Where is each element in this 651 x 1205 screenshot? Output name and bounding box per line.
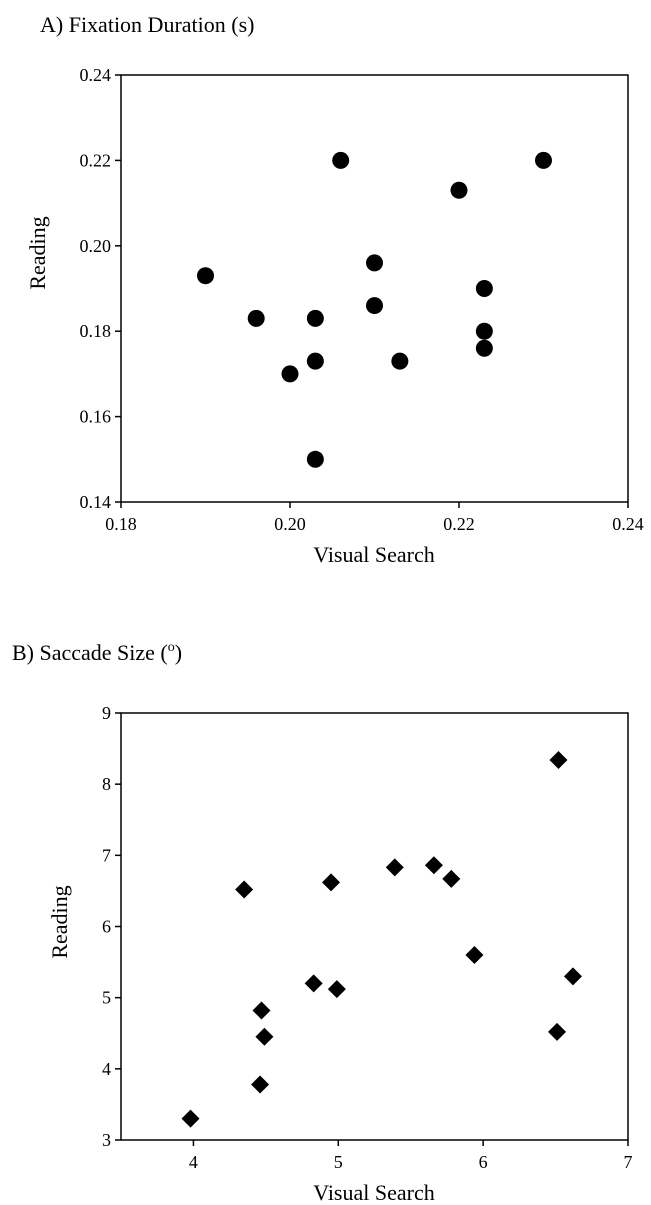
panel-b-title-degree: o <box>168 640 175 655</box>
panel-a-data-point <box>475 280 493 297</box>
panel-a-data-point <box>366 254 383 272</box>
panel-b-x-axis-label: Visual Search <box>313 1180 434 1205</box>
panel-b-y-tick-label: 9 <box>102 703 111 723</box>
panel-b-title-prefix: B) Saccade Size ( <box>12 640 168 665</box>
panel-a-data-point <box>450 181 468 199</box>
panel-b-y-tick-label: 6 <box>102 917 111 937</box>
panel-a-data-point <box>247 309 265 327</box>
panel-b-data-point <box>442 869 461 888</box>
panel-b-x-tick-label: 7 <box>624 1152 633 1172</box>
panel-b-y-tick-label: 7 <box>102 845 111 865</box>
panel-b-y-axis: 3 4 5 6 7 8 9 <box>102 703 121 1150</box>
panel-b-data-point <box>385 858 404 877</box>
panel-a-x-tick-label: 0.24 <box>612 514 644 534</box>
panel-b-data-point <box>252 1001 271 1020</box>
panel-b-data-point <box>181 1109 200 1128</box>
panel-a-data-point <box>306 450 324 468</box>
panel-a-data-points <box>197 151 552 468</box>
panel-a-data-point <box>306 309 324 327</box>
panel-b-y-tick-label: 5 <box>102 988 111 1008</box>
panel-b-title: B) Saccade Size (o) <box>12 640 182 665</box>
panel-b-data-points <box>181 750 582 1128</box>
panel-a-x-axis: 0.18 0.20 0.22 0.24 <box>105 502 644 534</box>
panel-a-plot-frame <box>120 74 629 503</box>
panel-a-data-point <box>535 151 552 169</box>
panel-a-y-axis-label: Reading <box>25 216 50 289</box>
panel-b-y-tick-label: 4 <box>102 1059 111 1079</box>
panel-a-data-point <box>332 151 350 169</box>
panel-a-x-tick-label: 0.22 <box>443 514 475 534</box>
panel-b-data-point <box>322 873 341 892</box>
panel-a-y-tick-label: 0.14 <box>80 492 112 512</box>
panel-b-data-point <box>327 980 346 999</box>
panel-b-y-tick-label: 8 <box>102 774 111 794</box>
panel-b-data-point <box>563 967 582 986</box>
panel-b-plot-frame <box>120 712 629 1141</box>
panel-a-y-tick-label: 0.20 <box>80 236 112 256</box>
panel-b-data-point <box>549 750 568 769</box>
panel-b-x-tick-label: 5 <box>334 1152 343 1172</box>
panel-a-y-tick-label: 0.24 <box>80 65 112 85</box>
panel-b-data-point <box>424 856 443 875</box>
panel-a-x-axis-label: Visual Search <box>313 542 434 567</box>
panel-b-x-axis: 4 5 6 7 <box>189 1140 633 1172</box>
panel-b-saccade-size: B) Saccade Size (o) 4 5 6 7 3 4 5 6 7 8 9 Visual … <box>12 640 633 1205</box>
panel-a-x-tick-label: 0.20 <box>274 514 306 534</box>
panel-b-data-point <box>465 945 484 964</box>
panel-b-x-tick-label: 6 <box>479 1152 488 1172</box>
panel-a-y-tick-label: 0.16 <box>80 407 112 427</box>
panel-b-data-point <box>304 974 323 993</box>
panel-a-x-tick-label: 0.18 <box>105 514 137 534</box>
panel-b-data-point <box>251 1075 270 1094</box>
panel-b-x-tick-label: 4 <box>189 1152 198 1172</box>
panel-a-y-tick-label: 0.18 <box>80 321 112 341</box>
panel-a-data-point <box>475 322 493 340</box>
panel-a-data-point <box>281 365 299 383</box>
panel-b-data-point <box>235 880 254 899</box>
panel-a-data-point <box>197 267 214 285</box>
panel-a-title: A) Fixation Duration (s) <box>40 12 254 37</box>
panel-a-data-point <box>475 339 493 357</box>
panel-b-y-axis-label: Reading <box>47 885 72 958</box>
panel-b-data-point <box>255 1027 274 1046</box>
panel-a-fixation-duration: A) Fixation Duration (s) 0.18 0.20 0.22 0.2… <box>25 12 644 567</box>
panel-a-y-axis: 0.14 0.16 0.18 0.20 0.22 0.24 <box>80 65 121 512</box>
panel-b-y-tick-label: 3 <box>102 1130 111 1150</box>
panel-a-y-tick-label: 0.22 <box>80 150 112 170</box>
panel-a-data-point <box>306 352 324 370</box>
panel-b-title-suffix: ) <box>175 640 182 665</box>
panel-a-data-point <box>391 352 409 370</box>
panel-a-data-point <box>366 297 383 315</box>
panel-b-data-point <box>548 1022 567 1041</box>
